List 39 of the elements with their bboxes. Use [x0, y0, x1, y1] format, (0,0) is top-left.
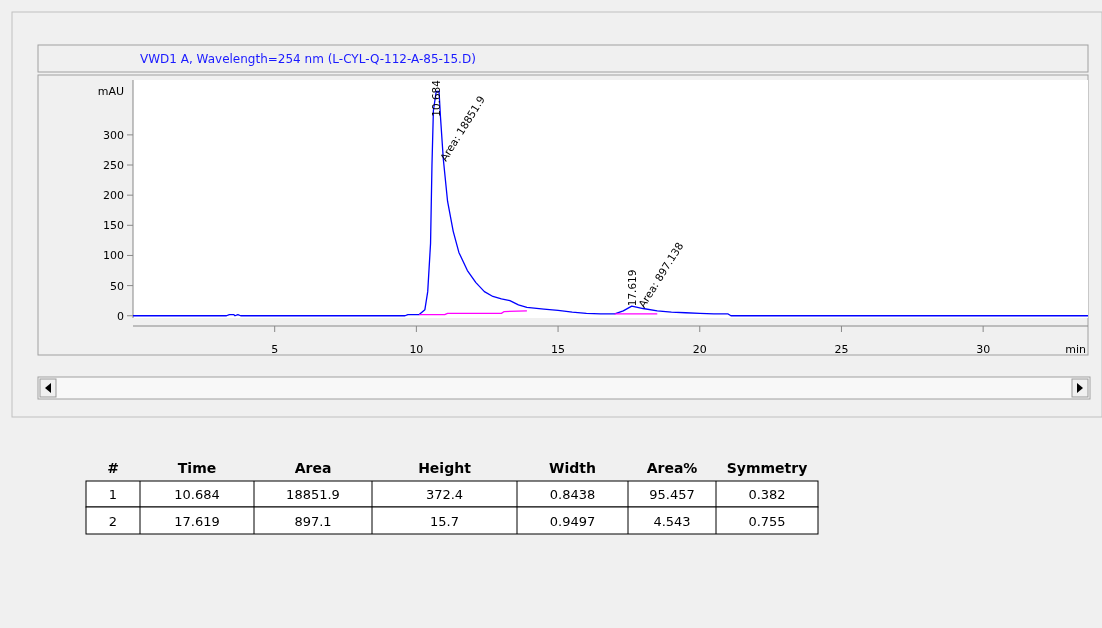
x-tick-label: 15 [551, 343, 566, 356]
text: 4.543 [653, 513, 691, 529]
text: 95.457 [649, 487, 695, 502]
text: 15.7 [430, 513, 459, 529]
x-tick-label: 30 [976, 343, 991, 356]
y-tick-label: 50 [110, 279, 124, 293]
text: Height [418, 460, 472, 476]
x-axis-title: min [1065, 343, 1087, 356]
text: 2 [108, 513, 118, 529]
text: 0.382 [748, 487, 786, 502]
x-tick-label: 5 [271, 343, 279, 356]
y-tick-label: 100 [103, 249, 124, 263]
text: 372.4 [425, 487, 464, 502]
text: 10.684 [174, 487, 220, 502]
y-tick-label: 0 [117, 309, 124, 323]
x-tick-label: 10 [409, 343, 424, 356]
text: Symmetry [726, 460, 808, 476]
x-tick-label: 20 [692, 343, 707, 356]
y-tick-label: 150 [103, 219, 124, 233]
chart-title: VWD1 A, Wavelength=254 nm (L-CYL-Q-112-A-85-15.D) [140, 52, 476, 66]
text: 0.9497 [549, 513, 596, 529]
y-tick-label: 200 [103, 189, 124, 203]
text: Area% [646, 460, 698, 476]
y-tick-label: 250 [103, 159, 124, 173]
annotation: 10.684 [429, 79, 442, 117]
y-axis-title: mAU [97, 85, 124, 98]
text: Area [294, 460, 332, 476]
text: Width [549, 460, 596, 476]
text: # [107, 460, 119, 476]
x-tick-label: 25 [834, 343, 849, 356]
text: 1 [108, 487, 118, 502]
text: 17.619 [174, 513, 220, 529]
annotation: 17.619 [626, 269, 639, 307]
text: 0.8438 [549, 487, 596, 502]
y-tick-label: 300 [103, 128, 124, 142]
text: 18851.9 [286, 487, 340, 502]
text: Time [177, 460, 217, 476]
text: 897.1 [294, 513, 332, 529]
text: 0.755 [748, 513, 786, 529]
